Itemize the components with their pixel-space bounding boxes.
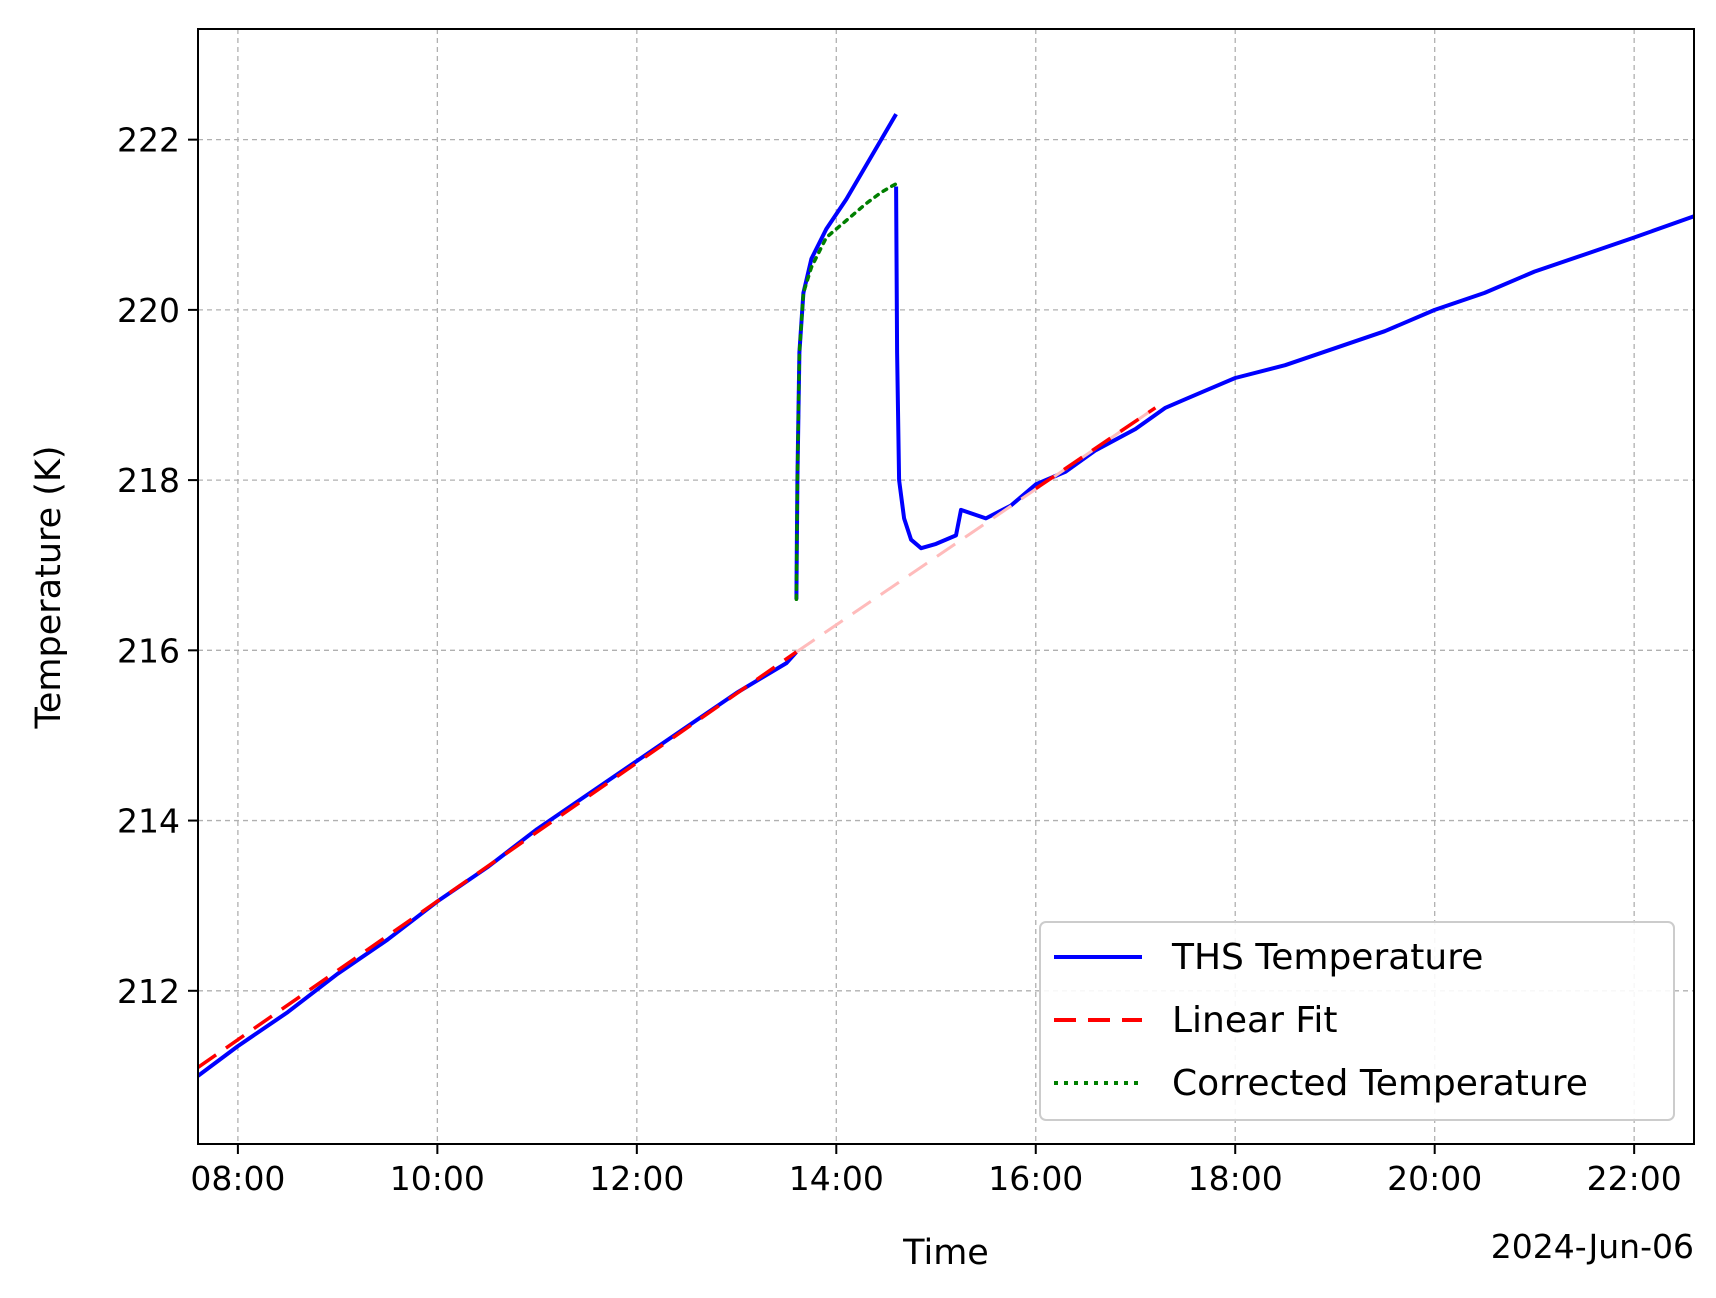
- legend-label: Linear Fit: [1172, 1000, 1338, 1041]
- x-tick-label: 20:00: [1387, 1159, 1482, 1198]
- series-group: [198, 113, 1694, 1078]
- legend: THS Temperature Linear Fit Corrected Tempe…: [1039, 921, 1675, 1121]
- x-tick-label: 16:00: [988, 1159, 1083, 1198]
- x-tick-label: 10:00: [390, 1159, 485, 1198]
- x-tick-label: 22:00: [1587, 1159, 1682, 1198]
- x-tick-label: 12:00: [589, 1159, 684, 1198]
- y-tick-label: 220: [117, 291, 180, 330]
- x-tick-label: 14:00: [789, 1159, 884, 1198]
- y-axis-ticks: 212 214 216 218 220 222: [117, 121, 198, 1011]
- date-label: 2024-Jun-06: [1491, 1227, 1694, 1266]
- ths-temperature-line: [794, 113, 898, 600]
- y-tick-label: 222: [117, 121, 180, 160]
- y-tick-label: 216: [117, 631, 180, 670]
- x-tick-label: 18:00: [1188, 1159, 1283, 1198]
- linear-fit-line: [198, 650, 798, 1069]
- corrected-temperature-line: [794, 182, 898, 602]
- y-tick-label: 214: [117, 802, 180, 841]
- x-axis-ticks: 08:00 10:00 12:00 14:00 16:00 18:00 20:00 22:00: [190, 1144, 1682, 1198]
- plot-series: [198, 113, 1694, 1078]
- y-tick-label: 212: [117, 972, 180, 1011]
- x-axis-label: Time: [902, 1233, 989, 1273]
- y-axis-label: Temperature (K): [29, 445, 69, 729]
- x-tick-label: 08:00: [190, 1159, 285, 1198]
- legend-box: [1039, 921, 1675, 1121]
- legend-label: THS Temperature: [1171, 937, 1483, 978]
- ths-temperature-line: [894, 186, 1694, 551]
- linear-fit-line: [1034, 406, 1157, 491]
- legend-label: Corrected Temperature: [1172, 1063, 1588, 1104]
- y-tick-label: 218: [117, 461, 180, 500]
- plot-frame: [197, 28, 1695, 1145]
